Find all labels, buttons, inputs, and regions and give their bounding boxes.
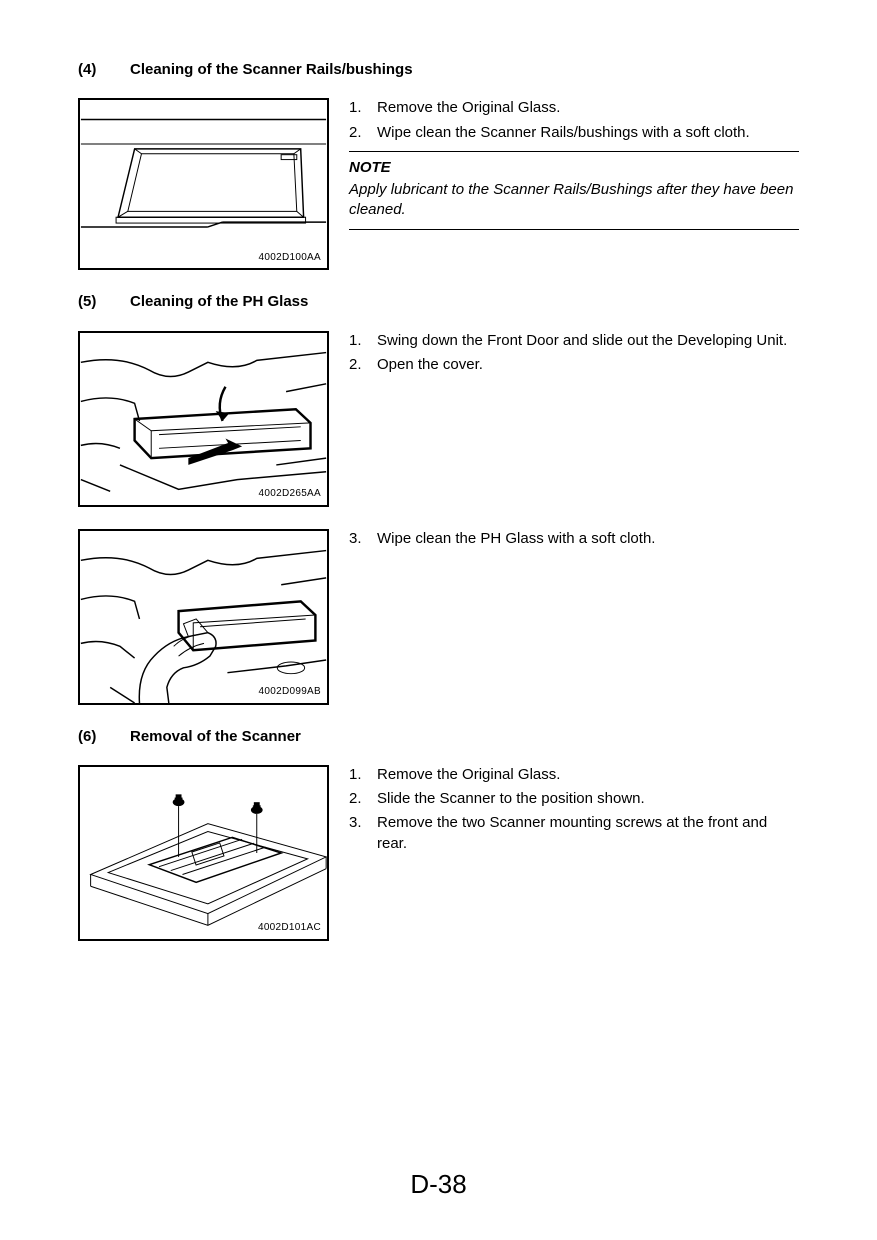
section-6-num: (6) [78, 727, 130, 747]
step-text: Slide the Scanner to the position shown. [377, 789, 799, 809]
figure-2-label: 4002D265AA [259, 487, 322, 501]
step-num: 1. [349, 98, 377, 118]
section-5-row-a: 4002D265AA 1.Swing down the Front Door a… [78, 331, 799, 507]
step-text: Remove the two Scanner mounting screws a… [377, 813, 799, 854]
step-text: Remove the Original Glass. [377, 765, 799, 785]
figure-1-label: 4002D100AA [259, 251, 322, 265]
section-4-num: (4) [78, 60, 130, 80]
step-num: 2. [349, 123, 377, 143]
section-4-steps: 1.Remove the Original Glass. 2.Wipe clea… [349, 98, 799, 235]
step-num: 3. [349, 529, 377, 549]
figure-1: 4002D100AA [78, 98, 329, 270]
step-num: 1. [349, 331, 377, 351]
figure-4: 4002D101AC [78, 765, 329, 941]
step-text: Wipe clean the PH Glass with a soft clot… [377, 529, 799, 549]
step-text: Open the cover. [377, 355, 799, 375]
section-5-header: (5) Cleaning of the PH Glass [78, 292, 799, 312]
figure-3-label: 4002D099AB [259, 685, 322, 699]
note-title: NOTE [349, 158, 799, 178]
step-num: 1. [349, 765, 377, 785]
section-4-row: 4002D100AA 1.Remove the Original Glass. … [78, 98, 799, 270]
step-num: 2. [349, 789, 377, 809]
section-4-header: (4) Cleaning of the Scanner Rails/bushin… [78, 60, 799, 80]
figure-4-label: 4002D101AC [258, 921, 321, 935]
figure-2: 4002D265AA [78, 331, 329, 507]
step-text: Swing down the Front Door and slide out … [377, 331, 799, 351]
page-number: D-38 [0, 1167, 877, 1202]
section-6-title: Removal of the Scanner [130, 727, 301, 747]
figure-3: 4002D099AB [78, 529, 329, 705]
section-5-title: Cleaning of the PH Glass [130, 292, 308, 312]
note-divider-top [349, 151, 799, 152]
note-divider-bottom [349, 229, 799, 230]
section-4-title: Cleaning of the Scanner Rails/bushings [130, 60, 413, 80]
section-5-steps-b: 3.Wipe clean the PH Glass with a soft cl… [349, 529, 799, 553]
step-num: 3. [349, 813, 377, 854]
section-5-steps-a: 1.Swing down the Front Door and slide ou… [349, 331, 799, 380]
section-5-row-b: 4002D099AB 3.Wipe clean the PH Glass wit… [78, 529, 799, 705]
section-5-num: (5) [78, 292, 130, 312]
step-num: 2. [349, 355, 377, 375]
note-body: Apply lubricant to the Scanner Rails/Bus… [349, 180, 799, 221]
step-text: Remove the Original Glass. [377, 98, 799, 118]
step-text: Wipe clean the Scanner Rails/bushings wi… [377, 123, 799, 143]
section-6-steps: 1.Remove the Original Glass. 2.Slide the… [349, 765, 799, 858]
section-6-header: (6) Removal of the Scanner [78, 727, 799, 747]
section-6-row: 4002D101AC 1.Remove the Original Glass. … [78, 765, 799, 941]
